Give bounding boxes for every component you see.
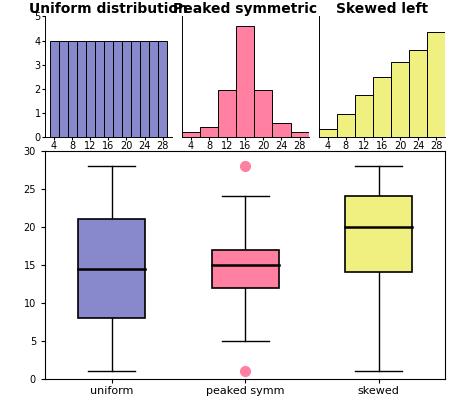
Bar	[95, 40, 104, 137]
Bar	[212, 250, 279, 288]
Bar	[50, 40, 58, 137]
Bar	[410, 49, 427, 137]
Bar	[373, 77, 391, 137]
Bar	[182, 132, 200, 137]
Bar	[319, 129, 337, 137]
Bar	[122, 40, 131, 137]
Bar	[104, 40, 113, 137]
Bar	[149, 40, 158, 137]
Bar	[291, 132, 309, 137]
Bar	[218, 91, 236, 137]
Bar	[113, 40, 122, 137]
Bar	[78, 219, 145, 318]
Bar	[76, 40, 86, 137]
Bar	[58, 40, 68, 137]
Bar	[68, 40, 76, 137]
Title: Peaked symmetric: Peaked symmetric	[173, 2, 317, 16]
Bar	[254, 91, 272, 137]
Bar	[158, 40, 167, 137]
Bar	[86, 40, 95, 137]
Title: Skewed left: Skewed left	[336, 2, 428, 16]
Bar	[140, 40, 149, 137]
Bar	[391, 61, 410, 137]
Bar	[200, 127, 218, 137]
Bar	[337, 114, 355, 137]
Bar	[345, 196, 412, 272]
Bar	[131, 40, 140, 137]
Bar	[236, 26, 254, 137]
Bar	[428, 31, 446, 137]
Bar	[355, 95, 373, 137]
Bar	[272, 123, 291, 137]
Title: Uniform distribution: Uniform distribution	[29, 2, 188, 16]
